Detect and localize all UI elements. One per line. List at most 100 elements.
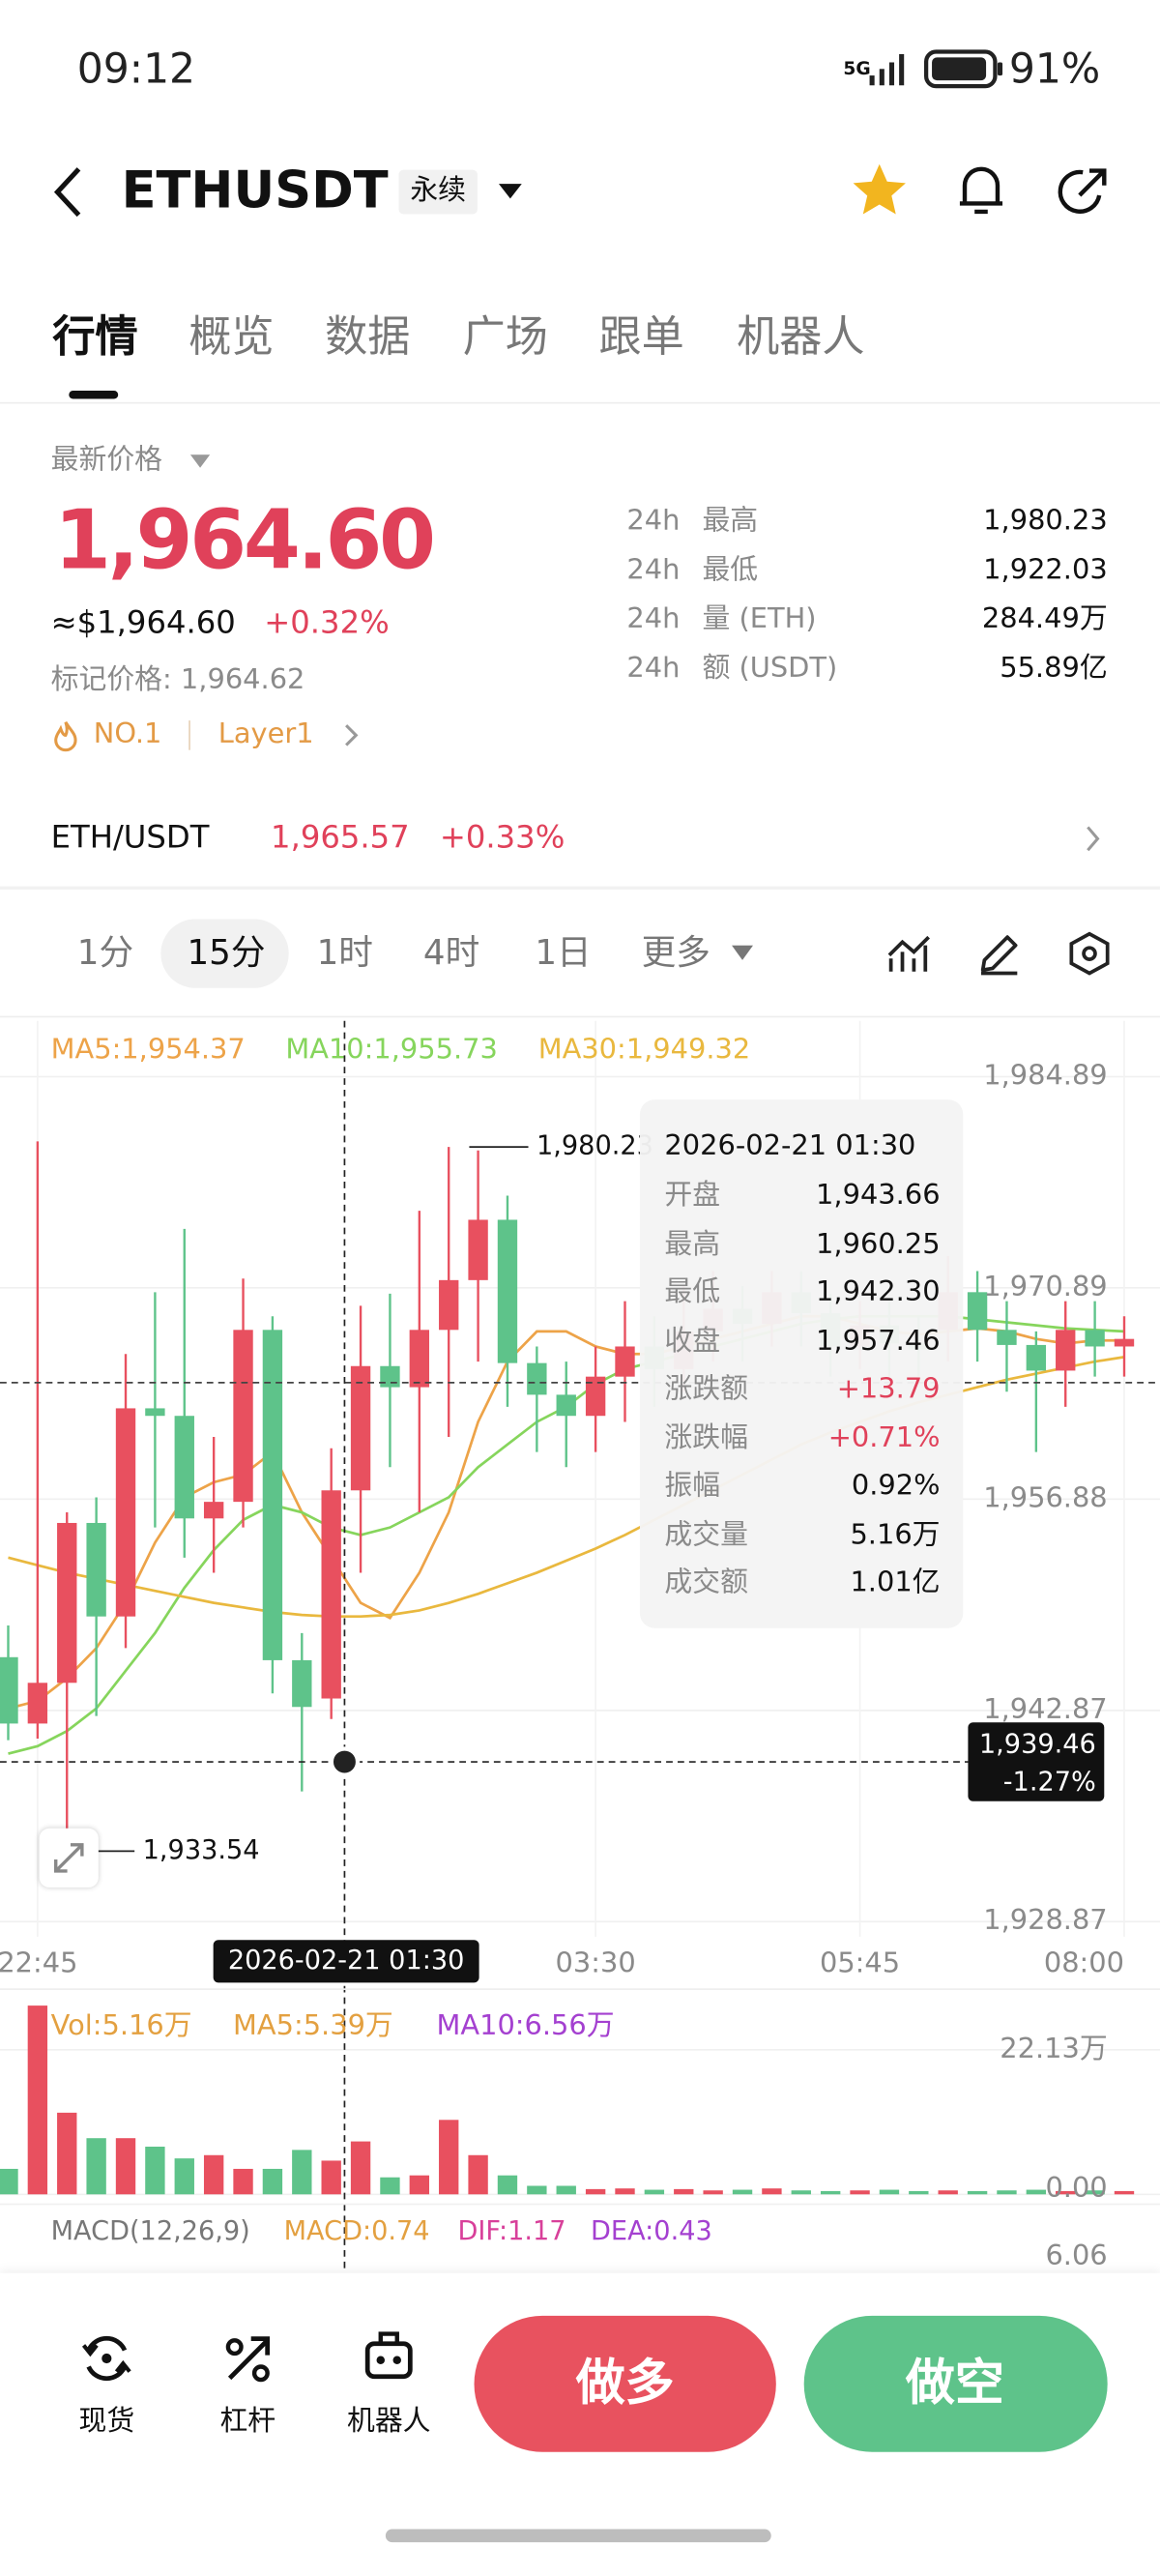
volume-bar bbox=[439, 2120, 459, 2195]
candle-body bbox=[409, 1330, 430, 1388]
sector-tag[interactable]: Layer1 bbox=[218, 717, 314, 751]
volume-bar bbox=[380, 2177, 400, 2195]
stat-label: 额 (USDT) bbox=[702, 652, 838, 686]
high-label: 1,980.23 bbox=[536, 1131, 653, 1161]
volume-bar bbox=[262, 2168, 283, 2195]
tooltip-value: 1,957.46 bbox=[816, 1324, 941, 1358]
candle-body bbox=[585, 1376, 606, 1417]
last-price: 1,964.60 bbox=[54, 492, 436, 588]
rank-tag[interactable]: NO.1 bbox=[93, 717, 162, 751]
y-tick-label: 1,970.89 bbox=[983, 1270, 1107, 1303]
tooltip-label: 最高 bbox=[664, 1227, 721, 1261]
volume-bar bbox=[233, 2168, 253, 2195]
volume-bar bbox=[762, 2188, 782, 2195]
mark-price: 标记价格: 1,964.62 bbox=[50, 663, 305, 697]
stat-value: 284.49万 bbox=[981, 602, 1108, 636]
y-tick-label: 1,956.88 bbox=[983, 1480, 1107, 1513]
settings-button[interactable] bbox=[1066, 930, 1113, 977]
candle-body bbox=[0, 1656, 18, 1724]
volume-bar bbox=[145, 2146, 165, 2195]
tab[interactable]: 概览 bbox=[188, 313, 275, 364]
symbol[interactable]: ETHUSDT bbox=[121, 161, 389, 221]
interval[interactable]: 更多 bbox=[641, 932, 710, 973]
low-label: 1,933.54 bbox=[143, 1835, 260, 1865]
volume-bar bbox=[57, 2112, 77, 2195]
margin-icon[interactable] bbox=[221, 2330, 274, 2386]
candle-body bbox=[1026, 1344, 1047, 1371]
chevron[interactable] bbox=[1083, 824, 1102, 854]
action-label[interactable]: 杠杆 bbox=[219, 2405, 276, 2439]
chevron[interactable] bbox=[341, 722, 361, 748]
tooltip-label: 成交额 bbox=[664, 1566, 748, 1600]
volume-bar bbox=[174, 2158, 194, 2195]
share-button[interactable] bbox=[1055, 164, 1111, 220]
volume-bar bbox=[321, 2160, 341, 2195]
long-button[interactable]: 做多 bbox=[474, 2315, 776, 2452]
interval[interactable]: 1分 bbox=[76, 932, 134, 973]
volume-bar bbox=[850, 2190, 870, 2195]
tab[interactable]: 数据 bbox=[325, 313, 411, 364]
y-tick-label: 1,942.87 bbox=[983, 1692, 1107, 1725]
home-indicator bbox=[385, 2529, 771, 2543]
alert-bell[interactable] bbox=[955, 161, 1007, 220]
interval[interactable]: 1时 bbox=[316, 932, 373, 973]
x-tick-label: 08:00 bbox=[1044, 1947, 1124, 1979]
action-label[interactable]: 现货 bbox=[78, 2405, 135, 2439]
candle-body bbox=[115, 1408, 136, 1617]
stat-period: 24h bbox=[626, 602, 681, 636]
short-button[interactable]: 做空 bbox=[803, 2315, 1108, 2452]
network: 5G bbox=[843, 58, 871, 80]
contract-badge[interactable]: 永续 bbox=[398, 169, 478, 215]
tab[interactable]: 机器人 bbox=[737, 313, 865, 364]
candle-body bbox=[439, 1279, 459, 1331]
tooltip-value: 1,943.66 bbox=[816, 1179, 941, 1213]
draw-button[interactable] bbox=[976, 930, 1023, 977]
stat-value: 55.89亿 bbox=[1000, 652, 1108, 686]
y-tick-label: 1,984.89 bbox=[983, 1058, 1107, 1091]
stat-period: 24h bbox=[626, 553, 681, 587]
favorite-star[interactable] bbox=[850, 161, 909, 220]
crosshair-time: 2026-02-21 01:30 bbox=[228, 1946, 465, 1976]
indicator-button[interactable] bbox=[886, 932, 933, 975]
back-button[interactable] bbox=[49, 164, 89, 220]
interval[interactable]: 4时 bbox=[422, 932, 480, 973]
tag-divider bbox=[188, 720, 190, 750]
volume-bar bbox=[1056, 2190, 1076, 2195]
fullscreen-button[interactable] bbox=[39, 1828, 99, 1888]
spot-pair[interactable]: ETH/USDT bbox=[50, 819, 210, 857]
spot-price: 1,965.57 bbox=[271, 819, 410, 857]
dropdown-icon[interactable] bbox=[731, 945, 754, 962]
volume-tick-label: 0.00 bbox=[1045, 2171, 1107, 2204]
action-label[interactable]: 机器人 bbox=[346, 2405, 431, 2439]
bot-icon[interactable] bbox=[362, 2327, 415, 2386]
candle-body bbox=[57, 1522, 77, 1683]
stat-value: 1,922.03 bbox=[983, 553, 1108, 587]
volume-bar bbox=[556, 2185, 576, 2195]
interval[interactable]: 15分 bbox=[187, 932, 266, 973]
tooltip-value: +0.71% bbox=[827, 1420, 941, 1454]
volume-bar bbox=[27, 2005, 48, 2195]
volume-bar bbox=[1026, 2189, 1047, 2195]
tab[interactable]: 行情 bbox=[52, 313, 138, 364]
tab[interactable]: 跟单 bbox=[598, 313, 684, 364]
candle-body bbox=[174, 1416, 194, 1519]
volume-bar bbox=[0, 2168, 18, 2195]
volume-bar bbox=[1085, 2190, 1105, 2195]
candle-body bbox=[262, 1330, 283, 1660]
volume-bar bbox=[674, 2188, 694, 2195]
dropdown-icon[interactable] bbox=[497, 182, 523, 201]
tooltip: 2026-02-21 01:30 开盘 1,943.66 最高 1,960.25 最低 1… bbox=[639, 1099, 964, 1628]
tab[interactable]: 广场 bbox=[462, 313, 548, 364]
tooltip-label: 最低 bbox=[664, 1275, 721, 1309]
volume-bar bbox=[527, 2185, 547, 2195]
candle-body bbox=[233, 1330, 253, 1503]
dropdown-icon[interactable] bbox=[189, 454, 211, 469]
candle-body bbox=[615, 1346, 635, 1377]
crosshair-price: 1,939.46 bbox=[979, 1730, 1096, 1760]
spot-icon[interactable] bbox=[80, 2330, 132, 2386]
price-label[interactable]: 最新价格 bbox=[50, 444, 163, 478]
interval[interactable]: 1日 bbox=[535, 932, 592, 973]
volume-bar bbox=[1114, 2190, 1135, 2195]
stat-label: 量 (ETH) bbox=[702, 602, 817, 636]
tooltip-value: 0.92% bbox=[851, 1469, 941, 1503]
